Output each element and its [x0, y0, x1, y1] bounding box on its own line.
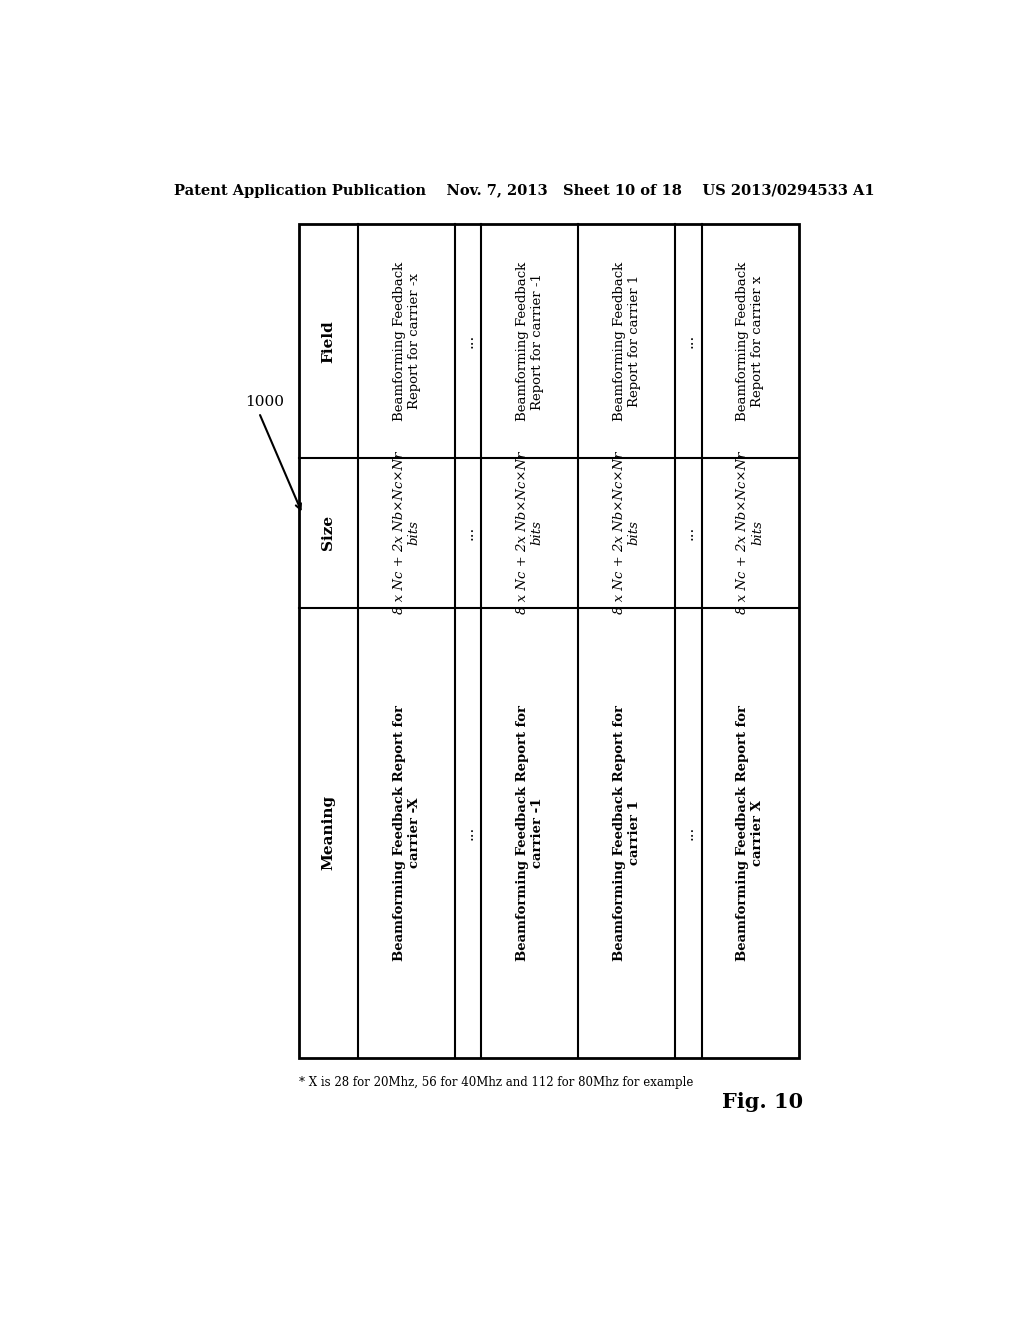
- Text: 1000: 1000: [246, 395, 285, 409]
- Text: Patent Application Publication    Nov. 7, 2013   Sheet 10 of 18    US 2013/02945: Patent Application Publication Nov. 7, 2…: [174, 183, 876, 198]
- Text: Meaning: Meaning: [322, 796, 336, 870]
- Text: Beamforming Feedback
Report for carrier -x: Beamforming Feedback Report for carrier …: [392, 261, 421, 421]
- Text: ...: ...: [682, 334, 695, 348]
- Text: ...: ...: [682, 826, 695, 840]
- Text: ...: ...: [461, 334, 475, 348]
- Text: Beamforming Feedback Report for
carrier -X: Beamforming Feedback Report for carrier …: [392, 705, 421, 961]
- Text: Fig. 10: Fig. 10: [722, 1092, 804, 1111]
- Text: Beamforming Feedback
Report for carrier x: Beamforming Feedback Report for carrier …: [736, 261, 764, 421]
- Text: 8 x Nc + 2x Nb×Nc×Nr
bits: 8 x Nc + 2x Nb×Nc×Nr bits: [392, 451, 421, 614]
- Text: Beamforming Feedback
Report for carrier 1: Beamforming Feedback Report for carrier …: [612, 261, 641, 421]
- Text: ...: ...: [682, 525, 695, 540]
- Text: Beamforming Feedback Report for
carrier 1: Beamforming Feedback Report for carrier …: [612, 705, 641, 961]
- Text: Beamforming Feedback Report for
carrier X: Beamforming Feedback Report for carrier …: [736, 705, 764, 961]
- Bar: [299, 224, 799, 1057]
- Text: ...: ...: [461, 826, 475, 840]
- Text: Field: Field: [322, 319, 336, 363]
- Text: Beamforming Feedback Report for
carrier -1: Beamforming Feedback Report for carrier …: [516, 705, 544, 961]
- Text: Size: Size: [322, 515, 336, 550]
- Text: ...: ...: [461, 525, 475, 540]
- Text: 8 x Nc + 2x Nb×Nc×Nr
bits: 8 x Nc + 2x Nb×Nc×Nr bits: [612, 451, 641, 614]
- Text: 8 x Nc + 2x Nb×Nc×Nr
bits: 8 x Nc + 2x Nb×Nc×Nr bits: [736, 451, 764, 614]
- Text: Beamforming Feedback
Report for carrier -1: Beamforming Feedback Report for carrier …: [516, 261, 544, 421]
- Text: * X is 28 for 20Mhz, 56 for 40Mhz and 112 for 80Mhz for example: * X is 28 for 20Mhz, 56 for 40Mhz and 11…: [299, 1076, 693, 1089]
- Text: 8 x Nc + 2x Nb×Nc×Nr
bits: 8 x Nc + 2x Nb×Nc×Nr bits: [516, 451, 544, 614]
